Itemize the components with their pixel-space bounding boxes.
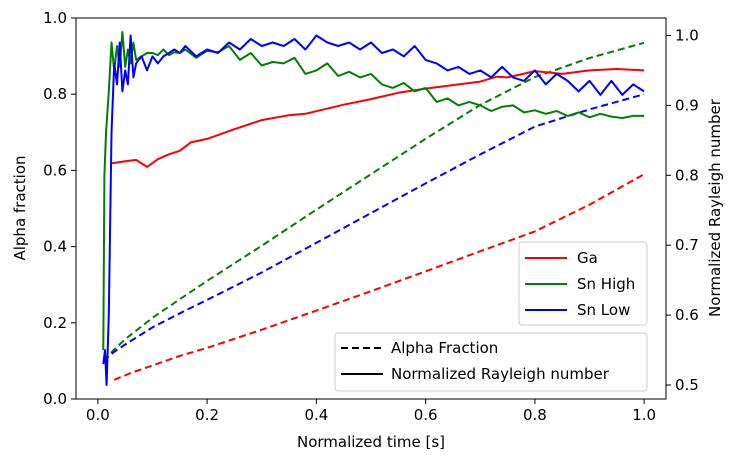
y-tick-label: 1.0: [43, 9, 67, 27]
y2-tick-label: 0.7: [675, 236, 699, 254]
y-tick-label: 0.4: [43, 238, 67, 256]
x-tick-label: 0.8: [523, 406, 547, 424]
legend-label-rayleigh: Normalized Rayleigh number: [391, 365, 610, 383]
legend-label-sn-low: Sn Low: [577, 301, 630, 319]
y2-tick-label: 0.8: [675, 166, 699, 184]
series-sn-high-alpha-fraction: [102, 41, 645, 362]
legend-label-sn-high: Sn High: [577, 275, 635, 293]
series-sn-low-rayleigh: [102, 34, 645, 386]
x-tick-label: 0.6: [414, 406, 438, 424]
y-tick-label: 0.6: [43, 161, 67, 179]
x-tick-label: 0.2: [195, 406, 219, 424]
y2-axis-label: Normalized Rayleigh number: [706, 98, 724, 317]
x-tick-label: 1.0: [632, 406, 656, 424]
legend-styles-box: [334, 332, 648, 392]
y-axis-right: 0.5 0.6 0.7 0.8 0.9 1.0: [666, 26, 699, 394]
plot-frame: [75, 17, 667, 400]
x-axis: 0.0 0.2 0.4 0.6 0.8 1.0: [86, 399, 656, 424]
y2-tick-label: 0.6: [675, 306, 699, 324]
y-axis-label: Alpha fraction: [11, 155, 29, 260]
y-axis-left: 0.0 0.2 0.4 0.6 0.8 1.0: [43, 9, 76, 408]
y-tick-label: 0.2: [43, 314, 67, 332]
series-ga-alpha-fraction: [113, 173, 645, 381]
y2-tick-label: 1.0: [675, 26, 699, 44]
y2-tick-label: 0.5: [675, 376, 699, 394]
x-tick-label: 0.4: [304, 406, 328, 424]
legend-label-alpha-fraction: Alpha Fraction: [391, 339, 498, 357]
x-axis-label: Normalized time [s]: [297, 433, 445, 451]
y-tick-label: 0.8: [43, 85, 67, 103]
y-tick-label: 0.0: [43, 390, 67, 408]
legend-label-ga: Ga: [577, 249, 598, 267]
legend-styles: Alpha Fraction Normalized Rayleigh numbe…: [334, 332, 648, 392]
x-tick-label: 0.0: [86, 406, 110, 424]
legend-series: Ga Sn High Sn Low: [518, 241, 648, 326]
plot-lines: [102, 31, 645, 386]
series-ga-rayleigh: [111, 68, 645, 168]
legend-series-box: [518, 241, 648, 326]
series-sn-low-alpha-fraction: [102, 93, 645, 362]
y2-tick-label: 0.9: [675, 96, 699, 114]
